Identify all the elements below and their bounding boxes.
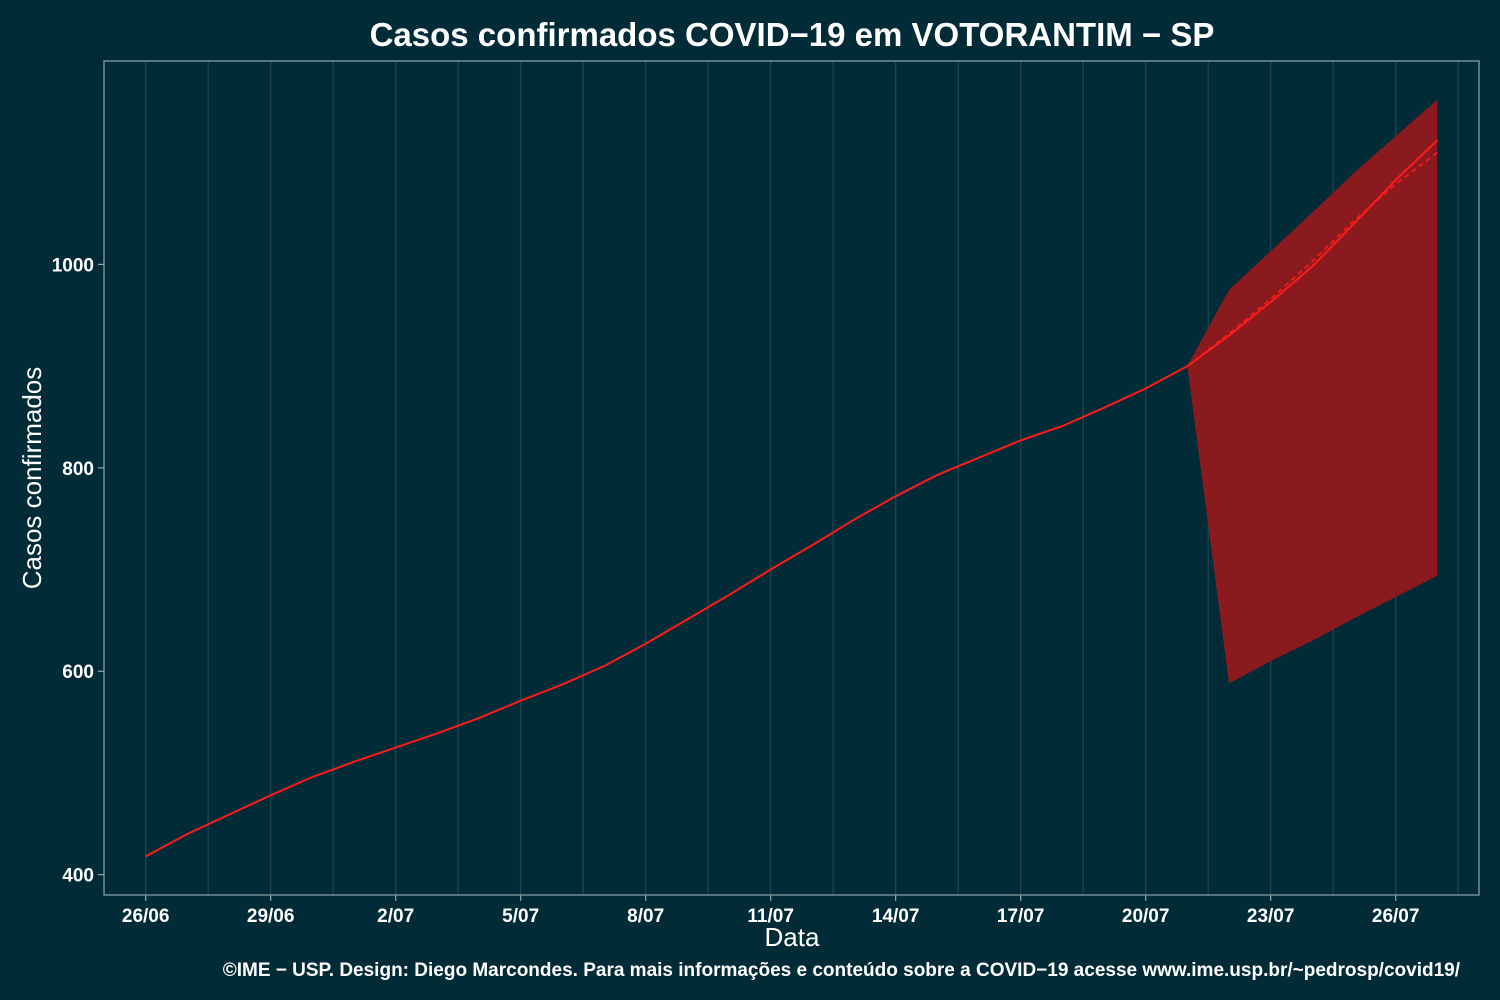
observed-line	[145, 365, 1188, 858]
plot-panel-border	[103, 60, 1480, 896]
forecast-line	[1186, 139, 1439, 367]
x-tick-label: 20/07	[1122, 906, 1170, 927]
x-tick-label: 26/07	[1372, 906, 1420, 927]
y-tick-label: 800	[62, 459, 94, 480]
forecast-dashed-line	[1186, 151, 1438, 367]
x-tick-label: 26/06	[122, 906, 170, 927]
chart-title: Casos confirmados COVID−19 em VOTORANTIM…	[370, 16, 1215, 53]
forecast-band	[1187, 99, 1438, 684]
x-tick-label: 23/07	[1247, 906, 1295, 927]
x-tick-label: 5/07	[502, 906, 539, 927]
x-tick-label: 14/07	[872, 906, 920, 927]
x-tick-label: 11/07	[747, 906, 794, 927]
y-axis-title: Casos confirmados	[17, 367, 47, 590]
x-axis: 26/06 29/06 2/07 5/07 8/07 11/07 14/07 17/07 20/…	[122, 895, 1420, 927]
line-layer	[145, 139, 1439, 858]
x-tick-label: 2/07	[377, 906, 414, 927]
x-tick-label: 8/07	[627, 906, 664, 927]
x-tick-label: 17/07	[997, 906, 1045, 927]
y-tick-label: 600	[62, 662, 94, 683]
chart-caption: ©IME − USP. Design: Diego Marcondes. Par…	[223, 960, 1461, 981]
y-axis: 400 600 800 1000	[52, 255, 104, 887]
x-tick-label: 29/06	[247, 906, 295, 927]
x-axis-title: Data	[765, 922, 820, 952]
band-layer	[1187, 99, 1438, 684]
y-tick-label: 400	[62, 866, 94, 887]
y-tick-label: 1000	[52, 255, 94, 276]
